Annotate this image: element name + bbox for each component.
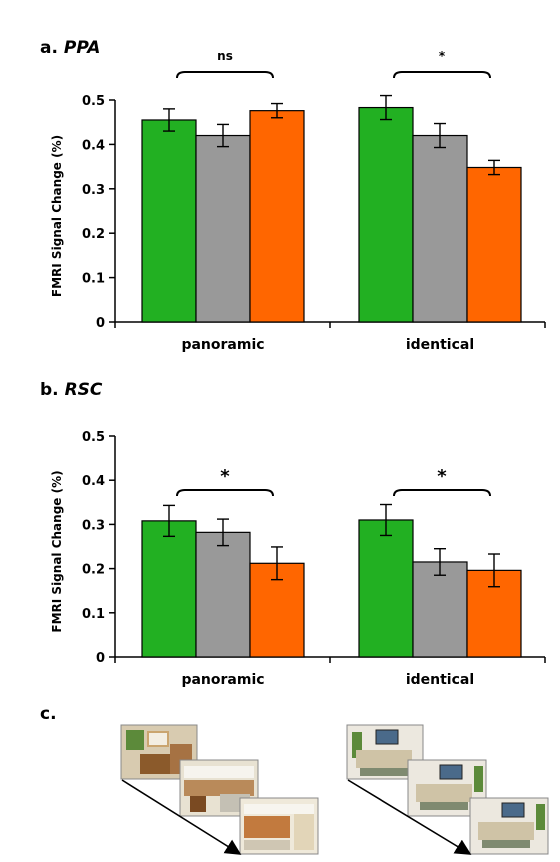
significance-label: * [220,466,230,487]
bar [141,119,197,323]
bar [412,561,468,658]
y-tick-label: 0.4 [82,138,105,153]
y-tick-label: 0.3 [82,183,105,198]
y-tick-label: 0.5 [82,94,105,109]
significance-label: * [439,49,446,63]
photo-stack-panoramic [120,722,320,856]
category-label: panoramic [181,337,264,353]
significance-label: ns [217,49,233,63]
significance-bracket [176,71,274,79]
bar [249,110,305,323]
y-tick-label: 0.1 [82,272,105,287]
category-label: panoramic [181,672,264,688]
significance-label: * [437,466,447,487]
photo-livingroom-3 [469,797,549,855]
y-tick-label: 0 [96,651,105,666]
y-axis-title: FMRI Signal Change (%) [50,135,64,297]
bar [412,134,468,323]
panel-b-label: b. RSC [40,380,102,400]
bar [358,519,414,658]
category-label: identical [406,672,474,688]
bar [358,106,414,323]
panel-c-label: c. [40,704,57,724]
y-tick-label: 0 [96,316,105,331]
y-tick-label: 0.3 [82,518,105,533]
y-tick-label: 0.5 [82,430,105,445]
arrow-panoramic [121,779,242,855]
category-label: identical [406,337,474,353]
photo-stack-identical-svg [346,724,549,855]
y-axis-title: FMRI Signal Change (%) [50,470,64,632]
panel-b-region: RSC [64,380,103,400]
arrow-identical [347,779,472,855]
significance-bracket [176,489,274,497]
photo-stack-panoramic-svg [120,724,319,855]
photo-kitchen-3 [239,797,319,855]
bar [466,166,522,323]
y-tick-label: 0.4 [82,474,105,489]
photo-stack-identical [346,722,556,856]
panel-b-letter: b. [40,380,59,400]
bar [195,134,251,323]
bar [195,531,251,658]
significance-bracket [393,489,491,497]
panel-a-region: PPA [63,38,101,58]
significance-bracket [393,71,491,79]
y-tick-label: 0.2 [82,227,105,242]
panel-c-letter: c. [40,704,57,724]
bar [141,520,197,658]
y-tick-label: 0.1 [82,607,105,622]
panel-a-letter: a. [40,38,58,58]
y-tick-label: 0.2 [82,563,105,578]
photo-livingroom-2 [407,759,487,817]
panel-a-label: a. PPA [40,38,100,58]
